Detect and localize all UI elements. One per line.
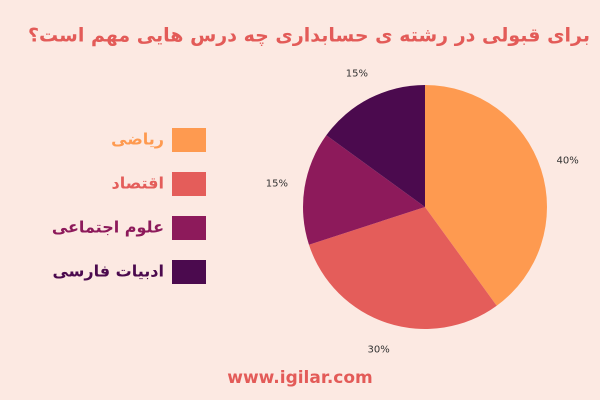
legend-swatch [172, 172, 206, 196]
legend-swatch [172, 260, 206, 284]
legend-label: ادبیات فارسی [52, 262, 164, 281]
pie-slice [326, 85, 425, 207]
footer: www.igilar.com [227, 368, 373, 388]
legend-label: ریاضی [111, 130, 164, 149]
value-label: 40% [557, 156, 579, 167]
pie-slice [425, 85, 547, 306]
value-label: 15% [266, 179, 288, 190]
legend-label: علوم اجتماعی [52, 218, 164, 237]
legend-swatch [172, 128, 206, 152]
legend-swatch [172, 216, 206, 240]
value-label: 30% [368, 345, 390, 356]
pie-slice [308, 207, 497, 329]
pie-slice [302, 135, 425, 245]
legend-label: اقتصاد [112, 174, 164, 193]
value-label: 15% [346, 68, 368, 79]
chart-title: برای قبولی در رشته ی حسابداری چه درس های… [28, 25, 590, 47]
